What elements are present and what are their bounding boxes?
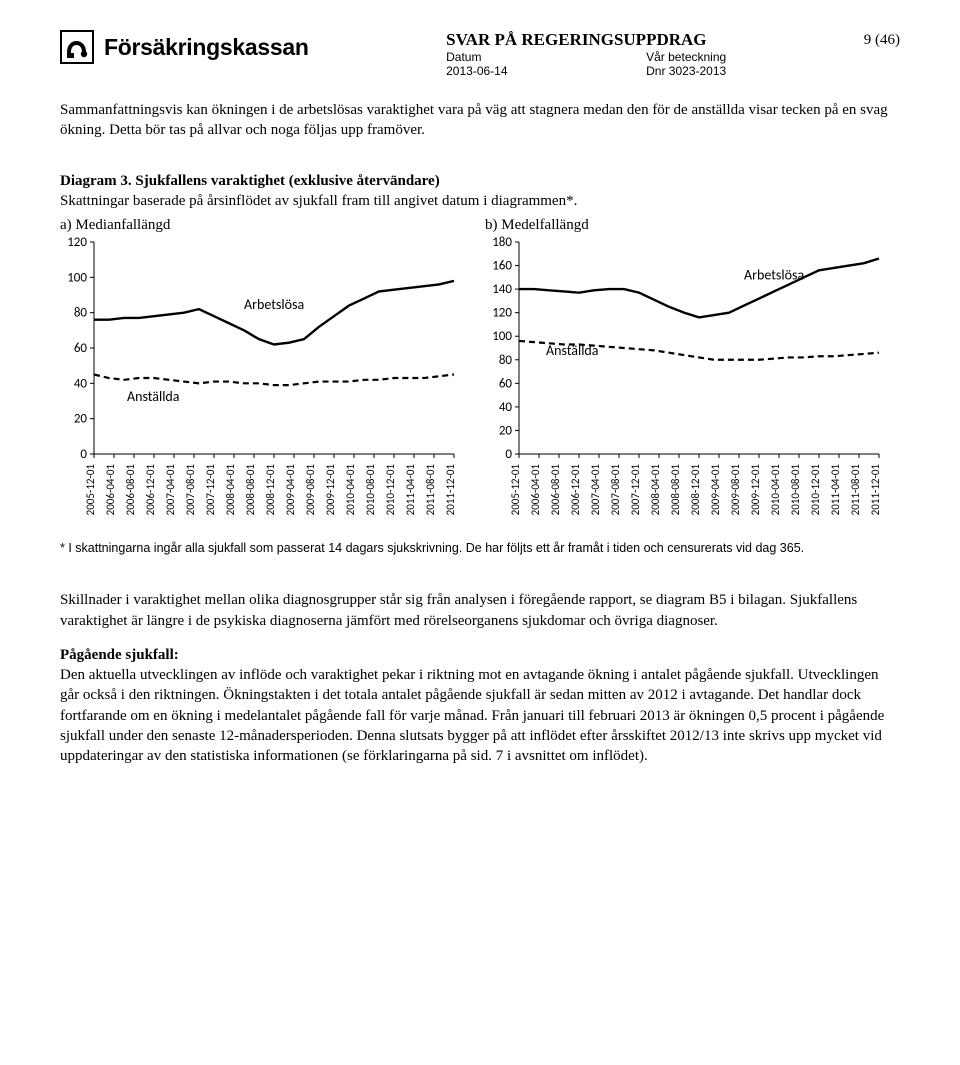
svg-text:80: 80 xyxy=(74,306,88,321)
para-diagnosgrupper: Skillnader i varaktighet mellan olika di… xyxy=(60,590,900,631)
fk-logo-icon xyxy=(60,30,94,64)
svg-text:0: 0 xyxy=(80,447,87,462)
svg-text:2008-04-01: 2008-04-01 xyxy=(649,464,662,516)
svg-text:2008-04-01: 2008-04-01 xyxy=(224,464,237,516)
svg-text:60: 60 xyxy=(499,376,513,391)
label-date: Datum xyxy=(446,50,526,64)
diagram-caption-lead: Diagram 3. Sjukfallens varaktighet (exkl… xyxy=(60,173,440,189)
svg-text:2010-04-01: 2010-04-01 xyxy=(344,464,357,516)
svg-text:2011-08-01: 2011-08-01 xyxy=(424,464,437,516)
chart-a-canvas: 0 20 40 60 80 100 120 2005-12-01 2006-04-01 2006-… xyxy=(60,236,460,536)
svg-text:2009-08-01: 2009-08-01 xyxy=(729,464,742,516)
svg-text:80: 80 xyxy=(499,353,513,368)
svg-text:2010-08-01: 2010-08-01 xyxy=(364,464,377,516)
svg-text:2009-12-01: 2009-12-01 xyxy=(324,464,337,516)
svg-text:2007-08-01: 2007-08-01 xyxy=(609,464,622,516)
chart-footnote: * I skattningarna ingår alla sjukfall so… xyxy=(60,540,900,556)
charts-row: a) Medianfallängd 0 20 40 60 80 100 120 2005-12… xyxy=(60,217,900,536)
value-date: 2013-06-14 xyxy=(446,64,526,78)
svg-text:2006-08-01: 2006-08-01 xyxy=(124,464,137,516)
svg-text:2007-04-01: 2007-04-01 xyxy=(589,464,602,516)
svg-text:2010-12-01: 2010-12-01 xyxy=(809,464,822,516)
svg-text:2007-12-01: 2007-12-01 xyxy=(629,464,642,516)
svg-text:2008-12-01: 2008-12-01 xyxy=(689,464,702,516)
svg-text:2006-04-01: 2006-04-01 xyxy=(104,464,117,516)
svg-text:2009-04-01: 2009-04-01 xyxy=(284,464,297,516)
svg-text:20: 20 xyxy=(499,423,513,438)
svg-text:2006-04-01: 2006-04-01 xyxy=(529,464,542,516)
svg-text:2009-08-01: 2009-08-01 xyxy=(304,464,317,516)
label-ref: Vår beteckning xyxy=(646,50,726,64)
diagram-caption: Diagram 3. Sjukfallens varaktighet (exkl… xyxy=(60,171,900,212)
svg-text:2011-04-01: 2011-04-01 xyxy=(829,464,842,516)
svg-text:2006-08-01: 2006-08-01 xyxy=(549,464,562,516)
org-logo: Försäkringskassan xyxy=(60,30,309,64)
svg-text:Anställda: Anställda xyxy=(127,388,180,405)
svg-text:2011-12-01: 2011-12-01 xyxy=(444,464,457,516)
svg-text:100: 100 xyxy=(492,329,512,344)
svg-text:120: 120 xyxy=(67,236,87,250)
intro-paragraph: Sammanfattningsvis kan ökningen i de arb… xyxy=(60,100,900,141)
para-pagaende-lead: Pågående sjukfall: xyxy=(60,647,179,663)
org-name: Försäkringskassan xyxy=(104,34,309,61)
svg-text:Arbetslösa: Arbetslösa xyxy=(244,296,304,313)
svg-text:2007-04-01: 2007-04-01 xyxy=(164,464,177,516)
svg-text:20: 20 xyxy=(74,412,88,427)
svg-text:2010-12-01: 2010-12-01 xyxy=(384,464,397,516)
svg-text:2006-12-01: 2006-12-01 xyxy=(569,464,582,516)
page-number: 9 (46) xyxy=(864,30,900,49)
svg-text:2005-12-01: 2005-12-01 xyxy=(509,464,522,516)
svg-text:2011-04-01: 2011-04-01 xyxy=(404,464,417,516)
svg-text:180: 180 xyxy=(492,236,512,250)
svg-text:100: 100 xyxy=(67,270,87,285)
chart-a-title: a) Medianfallängd xyxy=(60,217,475,234)
chart-a: a) Medianfallängd 0 20 40 60 80 100 120 2005-12… xyxy=(60,217,475,536)
para-pagaende-body: Den aktuella utvecklingen av inflöde och… xyxy=(60,667,884,764)
page-header: Försäkringskassan SVAR PÅ REGERINGSUPPDR… xyxy=(60,30,900,78)
para-pagaende: Pågående sjukfall: Den aktuella utveckli… xyxy=(60,645,900,767)
diagram-caption-sub: Skattningar baserade på årsinflödet av s… xyxy=(60,193,577,209)
svg-text:2009-12-01: 2009-12-01 xyxy=(749,464,762,516)
svg-text:Anställda: Anställda xyxy=(546,342,599,359)
chart-b: b) Medelfallängd 0 20 40 60 80 100 120 140 160 18… xyxy=(485,217,900,536)
svg-text:0: 0 xyxy=(505,447,512,462)
svg-text:Arbetslösa: Arbetslösa xyxy=(744,267,804,284)
chart-b-canvas: 0 20 40 60 80 100 120 140 160 180 2005-12-01 2006-0… xyxy=(485,236,885,536)
svg-text:40: 40 xyxy=(74,376,88,391)
svg-text:2006-12-01: 2006-12-01 xyxy=(144,464,157,516)
doc-title: SVAR PÅ REGERINGSUPPDRAG xyxy=(446,30,726,50)
svg-text:2009-04-01: 2009-04-01 xyxy=(709,464,722,516)
chart-b-title: b) Medelfallängd xyxy=(485,217,900,234)
value-ref: Dnr 3023-2013 xyxy=(646,64,726,78)
svg-text:2011-12-01: 2011-12-01 xyxy=(869,464,882,516)
svg-text:2011-08-01: 2011-08-01 xyxy=(849,464,862,516)
svg-text:2008-12-01: 2008-12-01 xyxy=(264,464,277,516)
svg-text:40: 40 xyxy=(499,400,513,415)
svg-text:160: 160 xyxy=(492,259,512,274)
svg-text:2008-08-01: 2008-08-01 xyxy=(244,464,257,516)
svg-text:2007-08-01: 2007-08-01 xyxy=(184,464,197,516)
svg-text:140: 140 xyxy=(492,282,512,297)
doc-meta: SVAR PÅ REGERINGSUPPDRAG Datum Vår betec… xyxy=(446,30,726,78)
svg-text:2010-04-01: 2010-04-01 xyxy=(769,464,782,516)
svg-text:2005-12-01: 2005-12-01 xyxy=(84,464,97,516)
svg-text:60: 60 xyxy=(74,341,88,356)
svg-text:2008-08-01: 2008-08-01 xyxy=(669,464,682,516)
svg-text:2007-12-01: 2007-12-01 xyxy=(204,464,217,516)
svg-text:2010-08-01: 2010-08-01 xyxy=(789,464,802,516)
svg-text:120: 120 xyxy=(492,306,512,321)
